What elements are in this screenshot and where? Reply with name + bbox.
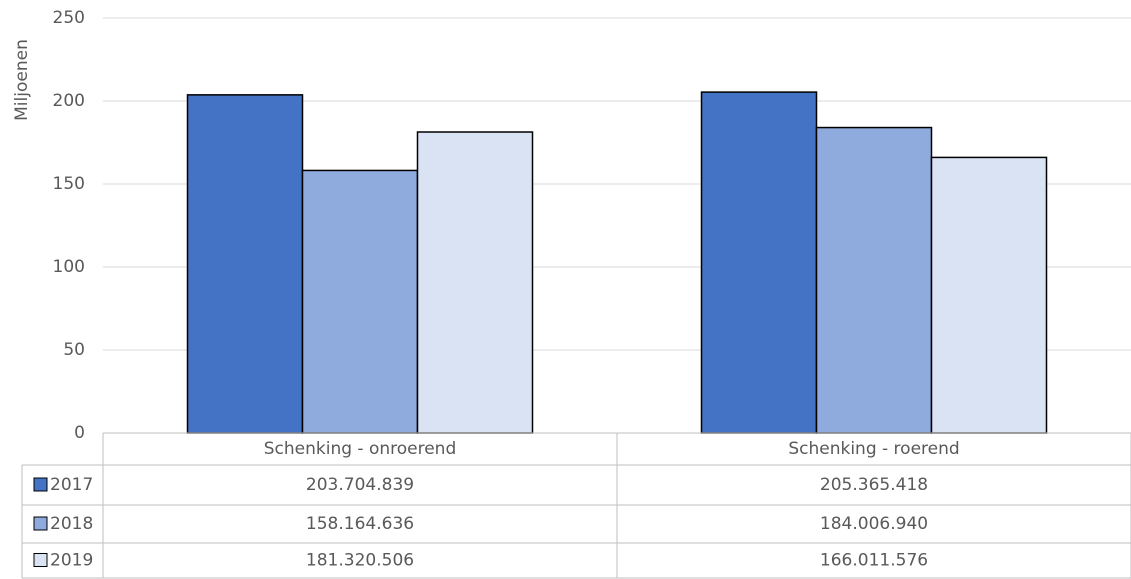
table-value: 181.320.506 xyxy=(306,551,414,571)
bar xyxy=(416,131,534,434)
bar xyxy=(700,91,818,434)
x-tick-label: Schenking - onroerend xyxy=(264,439,457,459)
x-tick-label: Schenking - roerend xyxy=(788,439,959,459)
y-tick-label: 50 xyxy=(63,340,85,360)
legend-swatch xyxy=(33,553,48,567)
y-tick-label: 250 xyxy=(53,8,85,28)
legend-label: 2019 xyxy=(50,551,93,571)
table-value: 158.164.636 xyxy=(306,514,414,534)
legend-swatch xyxy=(33,477,48,492)
legend-swatch xyxy=(33,516,48,531)
bar xyxy=(815,126,933,434)
table-value: 184.006.940 xyxy=(820,514,928,534)
bar xyxy=(186,94,304,434)
bar xyxy=(930,156,1048,434)
table-value: 205.365.418 xyxy=(820,475,928,495)
table-value: 203.704.839 xyxy=(306,475,414,495)
y-tick-label: 150 xyxy=(53,174,85,194)
bar xyxy=(301,169,419,434)
y-axis-label: Miljoenen xyxy=(12,39,32,121)
y-tick-label: 200 xyxy=(53,91,85,111)
legend-label: 2018 xyxy=(50,514,93,534)
legend-label: 2017 xyxy=(50,475,93,495)
y-tick-label: 0 xyxy=(74,423,85,443)
y-tick-label: 100 xyxy=(53,257,85,277)
table-value: 166.011.576 xyxy=(820,551,928,571)
